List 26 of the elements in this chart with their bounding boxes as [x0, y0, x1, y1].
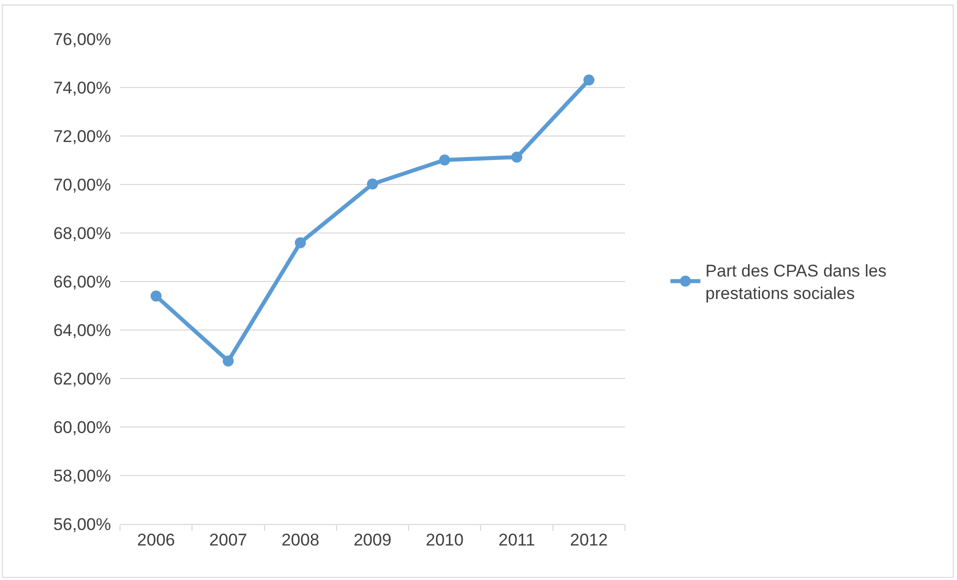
- point: [367, 178, 378, 190]
- point: [294, 237, 306, 248]
- y-tick-label: 76,00%: [53, 30, 111, 49]
- y-tick-label: 60,00%: [53, 418, 111, 437]
- y-tick-label: 58,00%: [53, 466, 111, 486]
- point: [583, 74, 594, 86]
- x-tick-label: 2007: [209, 530, 248, 550]
- y-tick-label: 62,00%: [53, 369, 111, 388]
- y-tick-label: 56,00%: [53, 514, 111, 534]
- x-tick-label: 2008: [281, 530, 320, 550]
- y-tick-label: 74,00%: [53, 78, 111, 98]
- x-tick-label: 2012: [570, 530, 608, 550]
- x-tick-label: 2009: [354, 530, 392, 550]
- x-tick-label: 2011: [498, 530, 536, 550]
- y-tick-label: 68,00%: [53, 224, 111, 243]
- x-tick-label: 2010: [426, 530, 464, 550]
- point: [439, 154, 450, 166]
- point: [150, 290, 162, 302]
- y-tick-label: 70,00%: [53, 175, 111, 194]
- y-tick-label: 64,00%: [53, 320, 111, 340]
- legend-label: Part des CPAS dans les prestations sociales: [705, 262, 887, 303]
- point: [222, 356, 234, 367]
- y-tick-label: 72,00%: [53, 126, 111, 146]
- y-tick-label: 66,00%: [53, 272, 111, 292]
- x-tick-label: 2006: [137, 530, 175, 550]
- point: [511, 152, 522, 163]
